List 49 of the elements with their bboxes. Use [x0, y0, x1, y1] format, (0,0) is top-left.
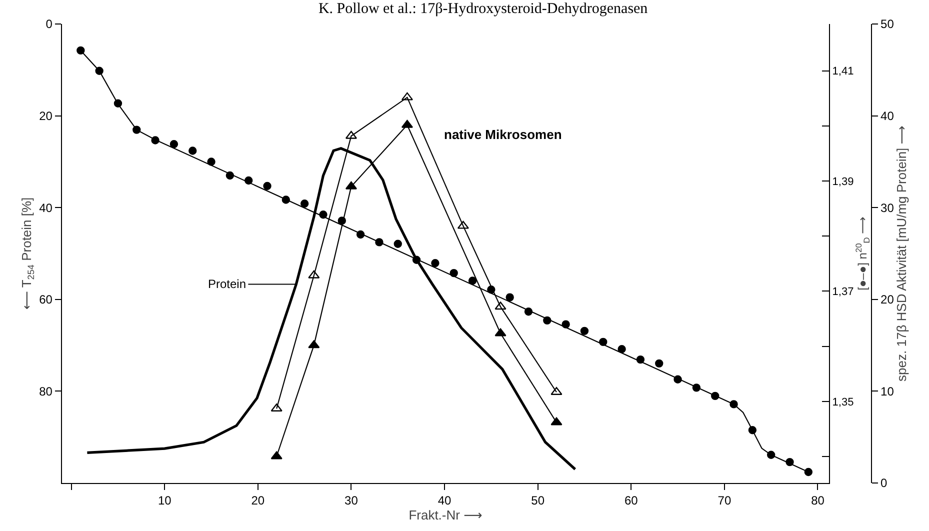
y3-tick-label: 50	[880, 17, 894, 32]
point	[550, 417, 562, 426]
y-tick-label: 20	[39, 109, 53, 123]
y2-tick-label: 1,39	[832, 176, 854, 188]
point	[76, 46, 85, 55]
y-tick-label: 40	[39, 200, 53, 215]
x-tick-label: 30	[344, 494, 358, 508]
point	[494, 302, 506, 310]
y-tick-label: 60	[39, 292, 53, 307]
point	[263, 182, 272, 190]
point	[655, 359, 664, 368]
y3-axis-title: spez. 17β HSD Aktivität [mU/mg Protein] ⟶	[894, 126, 910, 382]
point	[618, 345, 626, 354]
x-tick-label: 50	[531, 494, 545, 508]
point	[300, 200, 309, 208]
point	[270, 451, 282, 460]
point	[394, 240, 402, 248]
point	[170, 140, 178, 148]
chart-title: K. Pollow et al.: 17β-Hydroxysteroid-Dehydrogenasen	[318, 1, 648, 18]
y-tick-label: 80	[39, 384, 53, 398]
y2-tick-label: 1,37	[832, 286, 854, 298]
y-tick-label: 0	[46, 17, 53, 32]
point	[506, 293, 514, 302]
y2-tick-label: 1,35	[832, 396, 854, 408]
annotation: native Mikrosomen	[444, 127, 562, 142]
point	[308, 270, 320, 278]
point	[494, 328, 506, 336]
y3-tick-label: 0	[880, 476, 888, 490]
x-tick-label: 80	[811, 494, 825, 508]
point	[207, 158, 216, 166]
x-tick-label: 20	[251, 494, 265, 508]
x-tick-label: 60	[624, 494, 638, 508]
y3-tick-label: 40	[880, 109, 894, 123]
y2-tick-label: 1,41	[832, 66, 854, 78]
point	[188, 146, 197, 155]
x-tick-label: 40	[438, 494, 452, 508]
x-tick-label: 10	[158, 494, 172, 508]
point	[580, 326, 589, 336]
point	[804, 468, 813, 476]
y3-tick-label: 10	[880, 384, 894, 398]
point	[457, 220, 469, 229]
point	[308, 340, 320, 348]
x-tick-label: 70	[718, 494, 732, 508]
legend-label: Protein	[208, 277, 246, 291]
y3-tick-label: 30	[880, 200, 894, 215]
x-axis-title: Frakt.-Nr ⟶	[408, 508, 482, 523]
y3-tick-label: 20	[880, 292, 894, 307]
point	[431, 259, 440, 268]
point	[468, 276, 477, 285]
